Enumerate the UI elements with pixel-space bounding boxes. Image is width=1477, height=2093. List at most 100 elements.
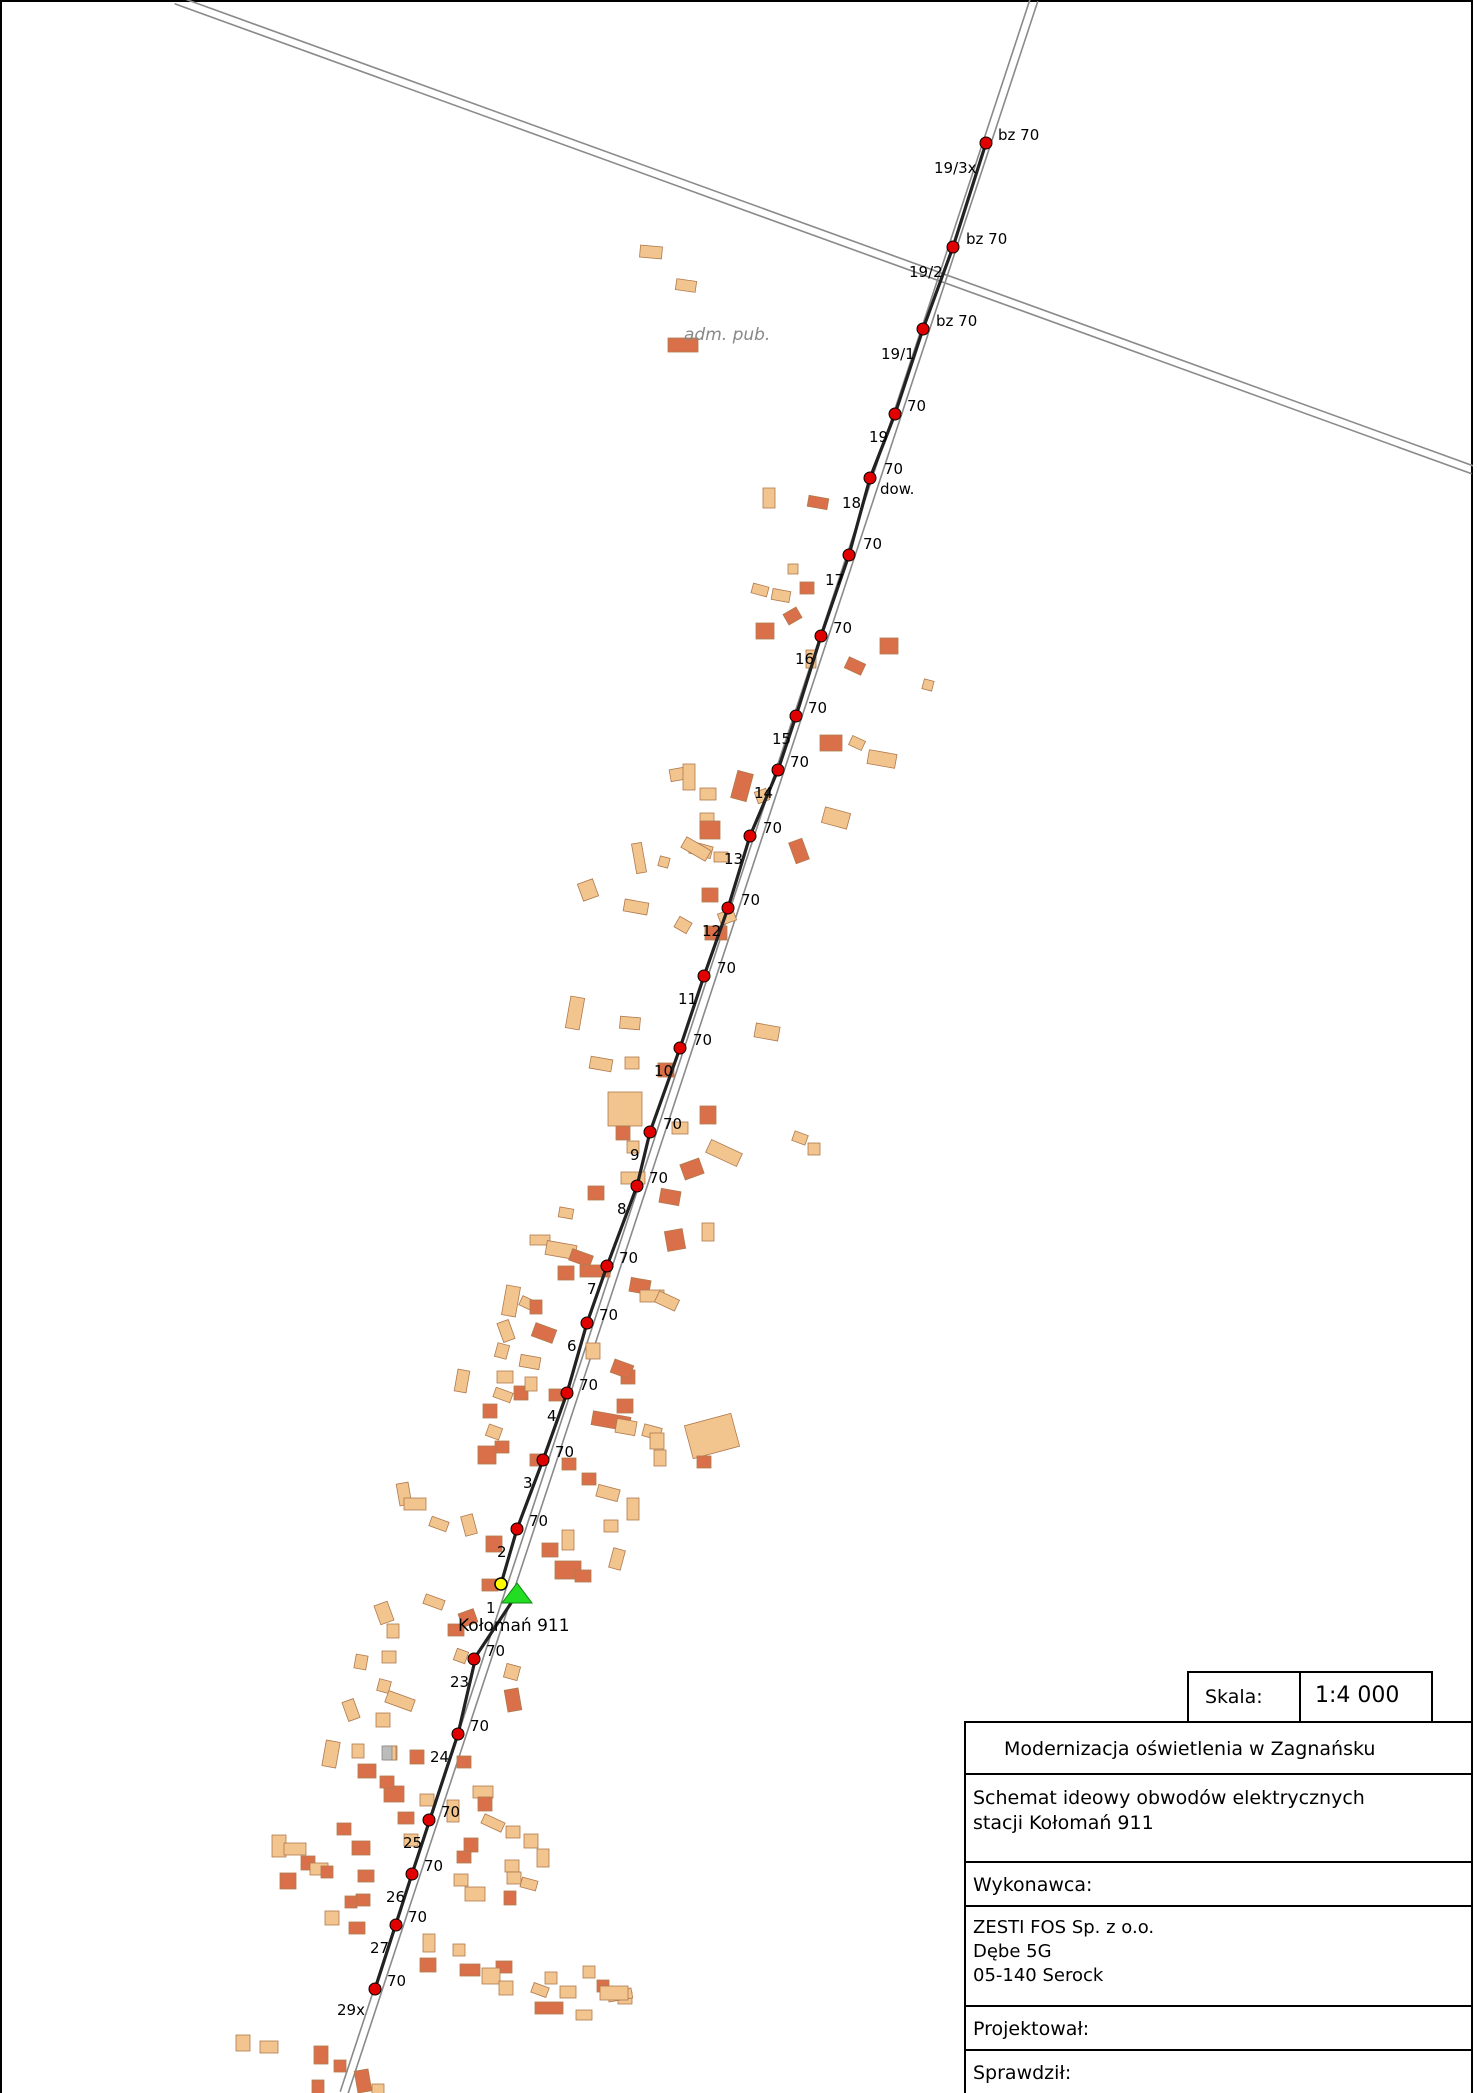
- building: [658, 1187, 682, 1207]
- building: [452, 1647, 470, 1665]
- pole-marker[interactable]: [814, 629, 828, 643]
- building: [585, 1342, 601, 1360]
- checked-label: Sprawdził:: [973, 2062, 1072, 2084]
- building: [787, 563, 799, 575]
- building: [713, 851, 729, 863]
- pole-power-label: 70: [408, 1908, 427, 1926]
- building: [615, 1125, 631, 1141]
- building: [534, 2001, 564, 2015]
- pole-marker[interactable]: [467, 1652, 481, 1666]
- building: [653, 1290, 681, 1312]
- building: [381, 1745, 393, 1761]
- building: [502, 1662, 522, 1682]
- pole-marker[interactable]: [451, 1727, 465, 1741]
- pole-marker[interactable]: [743, 829, 757, 843]
- building: [344, 1895, 358, 1909]
- building: [843, 656, 867, 676]
- pole-marker[interactable]: [697, 969, 711, 983]
- building: [806, 494, 830, 511]
- pole-marker[interactable]: [842, 548, 856, 562]
- building: [770, 588, 792, 603]
- building: [788, 837, 810, 865]
- pole-marker[interactable]: [405, 1867, 419, 1881]
- building: [371, 2083, 385, 2093]
- pole-marker[interactable]: [422, 1813, 436, 1827]
- building: [403, 1833, 419, 1847]
- building: [541, 1542, 559, 1558]
- building: [544, 1971, 558, 1985]
- pole-power-label: bz 70: [936, 312, 977, 330]
- pole-power-label: 70: [663, 1115, 682, 1133]
- pole-marker[interactable]: [771, 763, 785, 777]
- building: [530, 1322, 558, 1344]
- pole-marker[interactable]: [510, 1522, 524, 1536]
- pole-id-label: 3: [523, 1474, 533, 1492]
- pole-id-label: 10: [654, 1062, 673, 1080]
- pole-marker[interactable]: [368, 1982, 382, 1996]
- pole-marker[interactable]: [888, 407, 902, 421]
- pole-power-label: bz 70: [998, 126, 1039, 144]
- pole-marker[interactable]: [979, 136, 993, 150]
- building: [505, 1825, 521, 1839]
- building: [848, 734, 866, 752]
- building: [588, 1055, 614, 1073]
- building: [653, 1449, 667, 1467]
- building: [376, 1678, 392, 1694]
- building: [819, 734, 843, 752]
- building: [422, 1933, 436, 1953]
- building: [782, 606, 803, 626]
- pole-marker[interactable]: [536, 1453, 550, 1467]
- building: [683, 1412, 741, 1460]
- building: [519, 1876, 539, 1892]
- building: [452, 1943, 466, 1957]
- pole-power-label: 70: [741, 891, 760, 909]
- pole-marker[interactable]: [916, 322, 930, 336]
- building: [561, 1457, 577, 1471]
- building: [599, 1985, 629, 2001]
- pole-marker[interactable]: [721, 901, 735, 915]
- designed-label: Projektował:: [973, 2018, 1090, 2040]
- building: [336, 1822, 352, 1836]
- building: [557, 1265, 575, 1281]
- building: [575, 2009, 593, 2021]
- building: [649, 1432, 665, 1450]
- pole-id-label: 8: [617, 1200, 627, 1218]
- building: [485, 1535, 503, 1553]
- pole-power-label: 70: [555, 1443, 574, 1461]
- building: [582, 1965, 596, 1979]
- building: [283, 1842, 307, 1856]
- pole-id-label: 19: [869, 428, 888, 446]
- pole-id-label: 23: [450, 1673, 469, 1691]
- building: [477, 1796, 493, 1812]
- pole-power-label: 70: [441, 1803, 460, 1821]
- pole-marker[interactable]: [643, 1125, 657, 1139]
- building: [384, 1690, 416, 1712]
- pole-marker[interactable]: [673, 1041, 687, 1055]
- building: [523, 1833, 539, 1849]
- note-label: dow.: [880, 480, 914, 498]
- pole-marker[interactable]: [580, 1316, 594, 1330]
- building: [680, 836, 712, 862]
- pole-marker[interactable]: [389, 1918, 403, 1932]
- building: [504, 1859, 520, 1873]
- pole-power-label: 70: [907, 397, 926, 415]
- pole-marker[interactable]: [946, 240, 960, 254]
- pole-marker[interactable]: [630, 1179, 644, 1193]
- building: [536, 1848, 550, 1868]
- pole-marker[interactable]: [863, 471, 877, 485]
- start-point-marker[interactable]: [494, 1577, 508, 1591]
- building: [576, 878, 600, 902]
- building: [472, 1785, 494, 1799]
- building: [657, 855, 671, 869]
- building: [607, 1091, 643, 1127]
- pole-marker[interactable]: [789, 709, 803, 723]
- pole-marker[interactable]: [560, 1386, 574, 1400]
- pole-power-label: 70: [486, 1642, 505, 1660]
- pole-power-label: 70: [424, 1857, 443, 1875]
- building: [699, 820, 721, 840]
- station-triangle-icon[interactable]: [501, 1582, 533, 1604]
- building: [518, 1353, 542, 1371]
- pole-marker[interactable]: [600, 1259, 614, 1273]
- contractor-line2: Dębe 5G: [973, 1941, 1052, 1962]
